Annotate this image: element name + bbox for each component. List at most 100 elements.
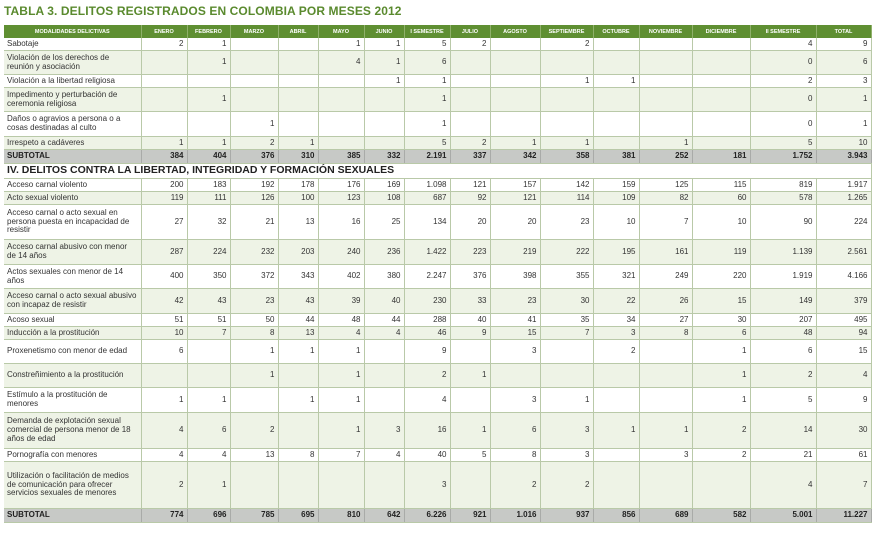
row-label: Irrespeto a cadáveres (4, 136, 142, 150)
value-cell: 5.001 (750, 508, 817, 523)
value-cell: 50 (230, 313, 279, 327)
row-label: Actos sexuales con menor de 14 años (4, 264, 142, 289)
value-cell: 398 (490, 264, 541, 289)
value-cell: 1 (404, 87, 451, 112)
value-cell (490, 50, 541, 75)
value-cell (639, 363, 693, 388)
value-cell: 40 (450, 313, 491, 327)
value-cell: 1 (230, 363, 279, 388)
value-cell (278, 461, 319, 509)
value-cell: 44 (364, 313, 405, 327)
value-cell (450, 74, 491, 88)
value-cell: 125 (639, 178, 693, 192)
table-row: Daños o agravios a persona o a cosas des… (4, 111, 872, 137)
table-row: Acoso sexual 51 51 50 44 48 44 288 40 41 35 34 27 30 2… (4, 313, 872, 327)
header-cell: NOVIEMBRE (639, 25, 693, 38)
value-cell (364, 363, 405, 388)
table-row: Acceso carnal abusivo con menor de 14 añ… (4, 239, 872, 265)
value-cell: 287 (141, 239, 188, 265)
value-cell: 4 (750, 461, 817, 509)
row-label: Pornografía con menores (4, 448, 142, 462)
value-cell (540, 339, 594, 364)
value-cell: 200 (141, 178, 188, 192)
value-cell: 810 (318, 508, 365, 523)
value-cell: 2 (450, 38, 491, 51)
value-cell: 61 (816, 448, 872, 462)
value-cell: 14 (750, 412, 817, 449)
value-cell: 4.166 (816, 264, 872, 289)
value-cell (278, 38, 319, 51)
value-cell: 16 (404, 412, 451, 449)
header-cell: I SEMESTRE (404, 25, 451, 38)
value-cell: 5 (750, 136, 817, 150)
value-cell: 384 (141, 149, 188, 164)
value-cell: 2.247 (404, 264, 451, 289)
value-cell: 1 (187, 461, 231, 509)
value-cell: 404 (187, 149, 231, 164)
value-cell: 1 (230, 339, 279, 364)
value-cell: 856 (593, 508, 640, 523)
value-cell: 16 (318, 204, 365, 240)
value-cell: 358 (540, 149, 594, 164)
value-cell (639, 50, 693, 75)
value-cell: 2 (230, 136, 279, 150)
value-cell: 15 (692, 288, 751, 314)
header-cell: OCTUBRE (593, 25, 640, 38)
value-cell (278, 412, 319, 449)
value-cell: 921 (450, 508, 491, 523)
value-cell: 7 (540, 326, 594, 340)
value-cell: 2.191 (404, 149, 451, 164)
value-cell (450, 387, 491, 413)
value-cell: 1.265 (816, 191, 872, 205)
value-cell: 44 (278, 313, 319, 327)
value-cell: 30 (540, 288, 594, 314)
value-cell: 1 (540, 387, 594, 413)
value-cell: 2 (540, 461, 594, 509)
value-cell (639, 461, 693, 509)
value-cell (639, 387, 693, 413)
value-cell: 142 (540, 178, 594, 192)
value-cell (692, 461, 751, 509)
value-cell: 7 (318, 448, 365, 462)
value-cell: 0 (750, 87, 817, 112)
value-cell (364, 87, 405, 112)
value-cell: 195 (593, 239, 640, 265)
value-cell: 3 (816, 74, 872, 88)
value-cell: 1.098 (404, 178, 451, 192)
value-cell: 6 (187, 412, 231, 449)
value-cell: 82 (639, 191, 693, 205)
value-cell (450, 87, 491, 112)
value-cell: 1 (187, 87, 231, 112)
value-cell: 60 (692, 191, 751, 205)
value-cell: 223 (450, 239, 491, 265)
value-cell: 1 (816, 87, 872, 112)
value-cell: 6 (404, 50, 451, 75)
value-cell: 4 (318, 326, 365, 340)
value-cell: 13 (278, 326, 319, 340)
value-cell (318, 74, 365, 88)
value-cell: 1.139 (750, 239, 817, 265)
table-row: Proxenetismo con menor de edad 6 1 1 1 9 3 2 1 6 1… (4, 339, 872, 364)
row-label: Estímulo a la prostitución de menores (4, 387, 142, 413)
value-cell (450, 339, 491, 364)
value-cell: 7 (639, 204, 693, 240)
value-cell: 149 (750, 288, 817, 314)
value-cell: 1 (318, 387, 365, 413)
value-cell: 1 (540, 74, 594, 88)
table-title: TABLA 3. DELITOS REGISTRADOS EN COLOMBIA… (4, 4, 402, 18)
value-cell: 380 (364, 264, 405, 289)
value-cell: 32 (187, 204, 231, 240)
value-cell: 33 (450, 288, 491, 314)
value-cell: 7 (187, 326, 231, 340)
value-cell (364, 136, 405, 150)
table-row: Violación de los derechos de reunión y a… (4, 50, 872, 75)
value-cell: 1 (692, 387, 751, 413)
value-cell: 30 (692, 313, 751, 327)
value-cell: 1 (318, 339, 365, 364)
value-cell: 236 (364, 239, 405, 265)
value-cell (540, 50, 594, 75)
value-cell: 1 (318, 38, 365, 51)
value-cell: 30 (816, 412, 872, 449)
value-cell (639, 74, 693, 88)
value-cell (278, 111, 319, 137)
